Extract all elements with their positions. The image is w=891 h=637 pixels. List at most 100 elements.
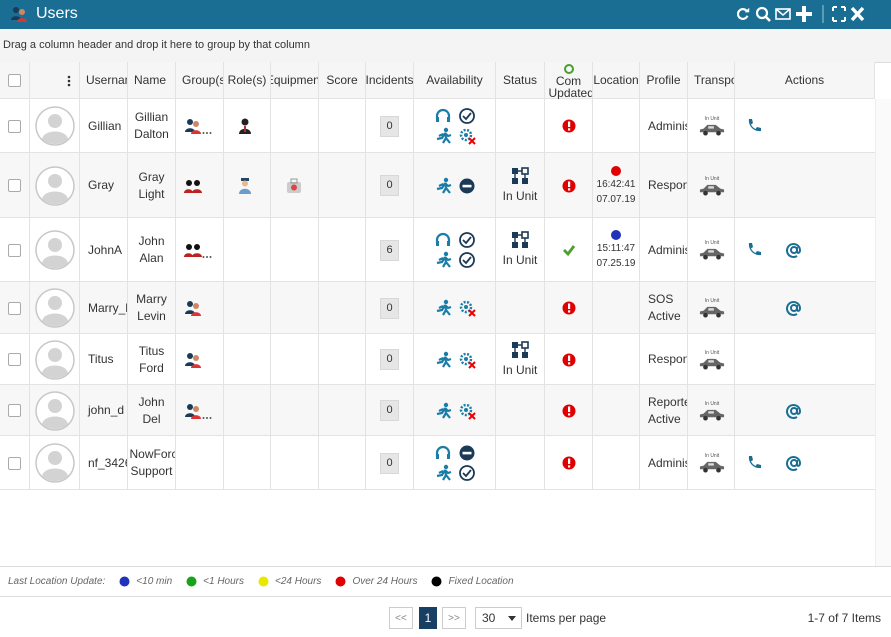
- name: NowForce Support: [129, 447, 176, 478]
- current-page[interactable]: 1: [419, 607, 437, 629]
- element: [67, 83, 71, 86]
- row-checkbox[interactable]: [8, 456, 21, 470]
- user-row[interactable]: Gillian Gillian Dalton 0 Administrator In Un…: [0, 99, 875, 153]
- icon-shape: [461, 405, 475, 419]
- icon-run: [434, 402, 452, 420]
- user-row[interactable]: Marry_levin Marry Levin 0 SOS Active In Unit: [0, 282, 875, 334]
- icon-at: [785, 299, 803, 317]
- cell: [30, 334, 80, 385]
- user-row[interactable]: john_d John Del 0 Reported Active In Unit: [0, 385, 875, 436]
- icon-shape: [185, 301, 201, 316]
- cell: [224, 218, 271, 282]
- icon-ava: [35, 340, 75, 380]
- element: [434, 402, 476, 420]
- next-page[interactable]: >>: [442, 607, 466, 629]
- cell: [545, 153, 593, 218]
- cell: [271, 436, 319, 490]
- icon-shape: [512, 342, 528, 358]
- cell: [414, 153, 496, 218]
- row-checkbox[interactable]: [8, 404, 21, 417]
- icon-ava: [35, 391, 75, 431]
- user-row[interactable]: nf_3426NowForce Support 0 Administrator In …: [0, 436, 875, 490]
- icon-shape: [749, 456, 761, 468]
- legend-title: Last Location Update:: [8, 575, 106, 587]
- legend: Last Location Update: <10 min <1 Hours <24…: [8, 573, 528, 589]
- icon-shape: [787, 244, 800, 257]
- scrollbar[interactable]: [875, 99, 891, 566]
- incident-badge[interactable]: 0: [380, 297, 399, 319]
- incident-badge[interactable]: 0: [380, 349, 399, 370]
- cell: [319, 99, 366, 153]
- cell: [735, 99, 875, 153]
- action[interactable]: [785, 402, 803, 420]
- icon-net: [511, 341, 529, 359]
- incident-count: 0: [386, 179, 393, 191]
- incident-badge[interactable]: 0: [380, 115, 399, 137]
- cell: Group(s): [176, 62, 224, 99]
- incident-badge[interactable]: 0: [380, 175, 399, 196]
- icon-ck: [458, 231, 476, 249]
- cell: In Unit: [688, 436, 735, 490]
- menu-dots[interactable]: [67, 75, 71, 87]
- action[interactable]: [785, 241, 803, 259]
- page-size[interactable]: 30: [475, 607, 522, 629]
- incident-badge[interactable]: 6: [380, 239, 399, 261]
- icon-hs: [434, 107, 452, 125]
- element: [755, 6, 769, 20]
- row-checkbox[interactable]: [8, 301, 21, 315]
- element: In Unit: [698, 240, 726, 260]
- user-row[interactable]: JohnA John Alan 6 In Unit 15:11:47 07.25.19 Ad…: [0, 218, 875, 282]
- select-all[interactable]: [8, 74, 21, 87]
- icon-shape: [36, 444, 74, 482]
- icon-shape: [700, 462, 724, 473]
- profile: Responder: [648, 352, 687, 366]
- icon-shape: [562, 179, 575, 192]
- action[interactable]: [745, 117, 763, 135]
- icon-pair: [184, 241, 202, 259]
- incident-badge[interactable]: 0: [380, 452, 399, 474]
- group-hint: Drag a column header and drop it here to…: [3, 39, 310, 51]
- column-header: Group(s): [182, 73, 223, 87]
- icon-role: [236, 117, 254, 135]
- user-row[interactable]: Titus Titus Ford 0 In Unit Responder In Unit: [0, 334, 875, 385]
- cell: [176, 99, 224, 153]
- name: Gillian Dalton: [134, 110, 169, 141]
- column-header: Location: [593, 73, 639, 87]
- cell: NowForce Support: [128, 436, 176, 490]
- action[interactable]: [745, 241, 763, 259]
- location-time: 15:11:47: [596, 243, 636, 254]
- first-page[interactable]: <<: [389, 607, 413, 629]
- icon-at: [785, 454, 803, 472]
- cell: Responder: [640, 334, 688, 385]
- row-checkbox[interactable]: [8, 119, 21, 133]
- cell: 15:11:47 07.25.19: [593, 218, 640, 282]
- icon-shape: [461, 354, 475, 368]
- column-header: Com Updated: [548, 73, 593, 99]
- incident-badge[interactable]: 0: [380, 400, 399, 421]
- icon-shape: [184, 244, 202, 257]
- user-row[interactable]: Gray Gray Light 0 In Unit 16:42:41 07.07.19 Re…: [0, 153, 875, 218]
- column-header: Profile: [646, 73, 681, 87]
- row-checkbox[interactable]: [8, 179, 21, 192]
- icon-sync: [563, 63, 574, 74]
- cell: [735, 385, 875, 436]
- element: Com Updated: [548, 63, 593, 99]
- action[interactable]: [785, 454, 803, 472]
- cell: In Unit: [688, 334, 735, 385]
- toolbar[interactable]: [735, 5, 885, 25]
- cell: [414, 218, 496, 282]
- row-checkbox[interactable]: [8, 243, 21, 257]
- cell: 0: [366, 334, 414, 385]
- cell: [593, 282, 640, 334]
- icon-run: [434, 351, 452, 369]
- cell: [414, 385, 496, 436]
- icon-run: [434, 464, 452, 482]
- icon-car: [698, 305, 726, 318]
- icon-net: [511, 231, 529, 249]
- cell: In Unit: [496, 334, 545, 385]
- action[interactable]: [785, 299, 803, 317]
- action[interactable]: [745, 454, 763, 472]
- cell: 0: [366, 385, 414, 436]
- cell: Incidents: [366, 62, 414, 99]
- row-checkbox[interactable]: [8, 353, 21, 366]
